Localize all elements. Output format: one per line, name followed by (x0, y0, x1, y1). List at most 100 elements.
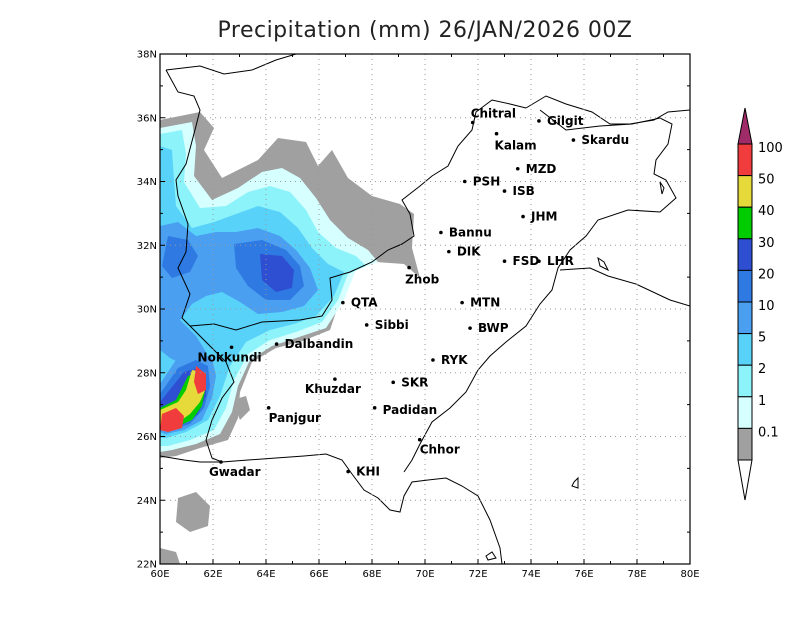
coastline (659, 181, 665, 195)
colorbar-top-arrow (737, 107, 753, 145)
x-tick-label: 70E (415, 569, 434, 580)
x-tick-label: 80E (680, 569, 699, 580)
border-line (165, 54, 297, 75)
x-tick-label: 64E (256, 569, 275, 580)
border-line (559, 267, 690, 307)
colorbar-box (737, 143, 753, 177)
y-tick-label: 34N (137, 177, 157, 188)
precip-area-0-1 (232, 396, 250, 420)
colorbar-box (737, 269, 753, 303)
city-dot (391, 380, 396, 385)
city-label: Gilgit (547, 114, 584, 128)
city-dot (468, 326, 472, 330)
city-label: JHM (530, 210, 557, 224)
city-label: Dalbandin (285, 337, 354, 351)
x-tick-label: 78E (627, 569, 646, 580)
axis-ticks: 60E 62E 64E 66E 68E 70E 72E 74E 76E 78E 80E 38N 36N 3… (137, 50, 700, 581)
city-dot (333, 377, 337, 381)
city-label: Chhor (420, 443, 460, 457)
x-tick-label: 60E (150, 569, 169, 580)
city-label: Bannu (449, 226, 492, 240)
border-line (189, 99, 527, 331)
colorbar-label: 100 (758, 141, 783, 156)
colorbar-label: 0.1 (758, 425, 779, 440)
city-dot (494, 131, 499, 136)
border-line (165, 69, 201, 327)
city-label: KHI (356, 465, 380, 479)
y-tick-label: 26N (137, 432, 157, 443)
city-dot (462, 179, 467, 184)
colorbar-label: 5 (758, 331, 766, 346)
city-dot (447, 249, 451, 254)
city-dot (460, 300, 464, 305)
gridlines (160, 54, 690, 564)
city-label: Kalam (495, 139, 537, 153)
city-dot (341, 300, 345, 305)
border-line (189, 325, 235, 463)
colorbar-label: 50 (758, 173, 775, 188)
colorbar-label: 10 (758, 299, 775, 314)
city-dot (229, 345, 234, 350)
city-label: BWP (478, 321, 509, 335)
colorbar-bottom-arrow (737, 459, 753, 501)
x-tick-label: 72E (468, 569, 487, 580)
city-dot (502, 259, 507, 263)
country-borders (160, 54, 690, 564)
city-dot (346, 469, 350, 474)
city-label: SKR (401, 375, 428, 389)
colorbar-box (737, 175, 753, 208)
y-tick-label: 36N (137, 113, 157, 124)
city-dot (219, 460, 223, 464)
city-label: Khuzdar (305, 382, 361, 396)
precip-area-0-1 (176, 492, 210, 532)
colorbar-box (737, 206, 753, 240)
precip-area-0-1 (160, 548, 180, 564)
coastline (571, 476, 579, 489)
colorbar-box (737, 427, 753, 461)
city-label: MTN (470, 296, 500, 310)
precipitation-shading (160, 112, 420, 564)
border-line (525, 95, 630, 125)
colorbar-box (737, 396, 753, 429)
city-dot (372, 406, 377, 410)
y-tick-label: 22N (137, 560, 157, 571)
city-label: FSD (513, 254, 540, 268)
precip-area-30 (260, 254, 294, 292)
colorbar-label: 30 (758, 236, 775, 251)
coastline (485, 551, 497, 561)
y-tick-label: 30N (137, 305, 157, 316)
colorbar-box (737, 301, 753, 335)
city-label: Panjgur (269, 411, 321, 425)
city-label: MZD (526, 162, 557, 176)
colorbar-box (737, 364, 753, 398)
city-label: Padidan (383, 403, 438, 417)
colorbar: 100 50 40 30 20 10 5 2 1 0.1 (737, 107, 783, 501)
city-label: RYK (441, 353, 468, 367)
city-label: QTA (351, 296, 378, 310)
city-dot (364, 323, 369, 327)
x-tick-label: 74E (521, 569, 540, 580)
y-tick-label: 24N (137, 496, 157, 507)
colorbar-label: 2 (758, 362, 766, 377)
y-tick-label: 32N (137, 241, 157, 252)
x-tick-label: 62E (203, 569, 222, 580)
city-dot (439, 230, 443, 235)
city-markers: Chitral Kalam Gilgit Skardu MZD PSH ISB JHM Bann… (198, 107, 630, 479)
colorbar-box (737, 333, 753, 366)
precip-area-100 (160, 408, 184, 432)
city-dot (521, 214, 525, 219)
y-tick-label: 38N (137, 50, 157, 61)
y-tick-label: 28N (137, 368, 157, 379)
city-dot (431, 358, 435, 362)
city-dot (502, 189, 507, 193)
colorbar-label: 20 (758, 267, 775, 282)
city-dot (407, 265, 411, 270)
city-label: Sibbi (375, 318, 409, 332)
city-label: PSH (473, 175, 500, 189)
city-dot (537, 119, 541, 123)
coastline (597, 256, 610, 272)
colorbar-label: 40 (758, 204, 775, 219)
border-line (403, 109, 677, 473)
city-dot (571, 138, 576, 142)
